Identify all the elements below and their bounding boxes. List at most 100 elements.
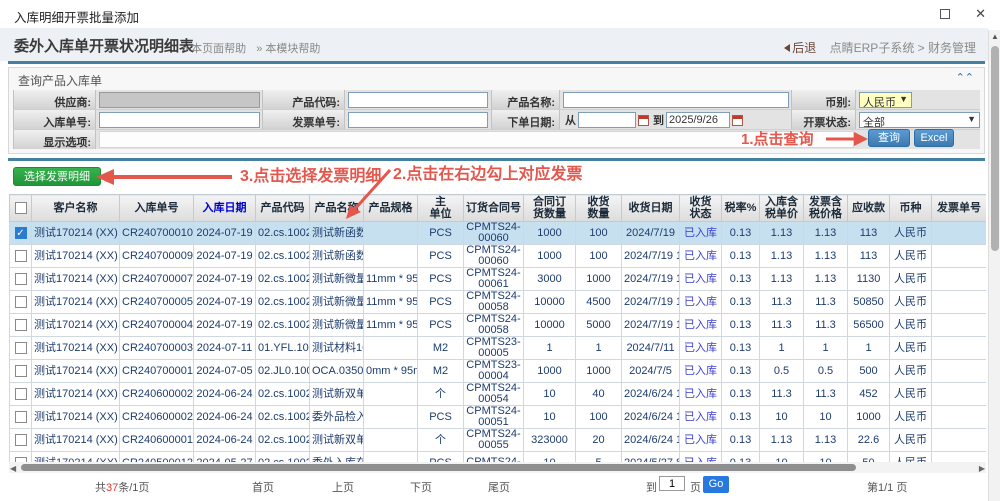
- table-cell: [363, 221, 418, 245]
- table-cell: 10: [803, 405, 848, 429]
- row-checkbox[interactable]: [14, 388, 27, 400]
- module-help-link[interactable]: » 本模块帮助: [256, 43, 321, 55]
- status-link[interactable]: 已入库: [684, 365, 717, 377]
- last-page-link[interactable]: 尾页: [488, 482, 510, 494]
- status-link[interactable]: 已入库: [684, 296, 717, 308]
- close-icon[interactable]: ✕: [975, 6, 986, 21]
- table-row[interactable]: 测试170214 (XX) CR240700009 2024-07-19 02.cs.…: [9, 244, 986, 268]
- column-header[interactable]: 发票单号: [931, 194, 986, 222]
- column-header[interactable]: 客户名称: [31, 194, 120, 222]
- column-header[interactable]: 币种: [889, 194, 932, 222]
- table-cell: 0.13: [721, 428, 760, 452]
- maximize-icon[interactable]: [940, 9, 950, 19]
- row-checkbox[interactable]: [14, 342, 27, 354]
- vertical-scrollbar-thumb[interactable]: [991, 46, 999, 251]
- table-cell: 2024/7/19 10: [621, 267, 680, 291]
- table-cell: 01.YFL.10000: [255, 336, 310, 360]
- select-all-checkbox[interactable]: [14, 202, 27, 214]
- status-link[interactable]: 已入库: [684, 411, 717, 423]
- product-name-input[interactable]: [563, 92, 789, 108]
- column-header[interactable]: 产品代码: [255, 194, 310, 222]
- column-header[interactable]: 主 单位: [417, 194, 464, 222]
- back-button[interactable]: 后退: [784, 41, 816, 55]
- status-link[interactable]: 已入库: [684, 342, 717, 354]
- invoice-status-select[interactable]: 全部 ▼: [859, 112, 980, 129]
- entry-no-input[interactable]: [99, 112, 260, 128]
- status-link[interactable]: 已入库: [684, 434, 717, 446]
- date-to-input[interactable]: 2025/9/26: [666, 112, 730, 128]
- calendar-icon[interactable]: [638, 114, 649, 126]
- table-cell: 委外品检入途: [309, 405, 364, 429]
- first-page-link[interactable]: 首页: [252, 482, 274, 494]
- table-cell: 1.13: [803, 221, 848, 245]
- scroll-up-icon[interactable]: ▲: [991, 32, 999, 41]
- page-help-link[interactable]: » 本页面帮助: [182, 43, 247, 55]
- column-header[interactable]: 产品规格: [363, 194, 418, 222]
- scroll-left-icon[interactable]: ◀: [10, 464, 17, 473]
- column-header[interactable]: 收货 数量: [575, 194, 622, 222]
- table-row[interactable]: 测试170214 (XX) CR240600001 2024-06-24 02.cs.…: [9, 428, 986, 452]
- go-button[interactable]: Go: [703, 476, 729, 493]
- collapse-panel-icon[interactable]: ⌃⌃: [955, 72, 974, 84]
- page-number-input[interactable]: [659, 476, 685, 491]
- table-row[interactable]: 测试170214 (XX) CR240700007 2024-07-19 02.cs.…: [9, 267, 986, 291]
- vertical-scrollbar[interactable]: ▲: [988, 30, 1000, 501]
- status-link[interactable]: 已入库: [684, 273, 717, 285]
- status-link[interactable]: 已入库: [684, 388, 717, 400]
- table-cell: CR240700005: [119, 290, 194, 314]
- next-page-link[interactable]: 下页: [410, 482, 432, 494]
- scroll-right-icon[interactable]: ▶: [978, 464, 985, 473]
- currency-select[interactable]: 人民币 ▼: [859, 92, 912, 109]
- excel-button[interactable]: Excel: [914, 129, 954, 147]
- column-header[interactable]: 订货合同号: [463, 194, 524, 222]
- table-row[interactable]: 测试170214 (XX) CR240700001 2024-07-05 02.JL0…: [9, 359, 986, 383]
- prev-page-link[interactable]: 上页: [332, 482, 354, 494]
- table-row[interactable]: 测试170214 (XX) CR240600002 2024-06-24 02.cs.…: [9, 405, 986, 429]
- row-checkbox[interactable]: [14, 250, 27, 262]
- column-header[interactable]: 收货日期: [621, 194, 680, 222]
- table-cell: 2024/7/11: [621, 336, 680, 360]
- product-code-input[interactable]: [348, 92, 488, 108]
- select-invoice-detail-button[interactable]: 选择发票明细: [13, 167, 101, 186]
- calendar-icon[interactable]: [732, 114, 743, 126]
- row-checkbox[interactable]: [14, 319, 27, 331]
- table-row[interactable]: 测试170214 (XX) CR240700004 2024-07-19 02.cs.…: [9, 313, 986, 337]
- table-row[interactable]: 测试170214 (XX) CR240600002 2024-06-24 02.cs.…: [9, 382, 986, 406]
- date-from-input[interactable]: [578, 112, 636, 128]
- column-header[interactable]: 产品名称: [309, 194, 364, 222]
- table-cell: CPMTS23-00004: [463, 359, 524, 383]
- column-header[interactable]: 应收款: [847, 194, 890, 222]
- status-link[interactable]: 已入库: [684, 319, 717, 331]
- table-row[interactable]: 测试170214 (XX)CR2405000122024-05-2702.cs.…: [9, 451, 986, 463]
- table-cell: 1: [523, 336, 576, 360]
- search-button[interactable]: 查询: [868, 129, 910, 147]
- column-header[interactable]: 收货 状态: [679, 194, 722, 222]
- table-cell: 已入库: [679, 290, 722, 314]
- row-checkbox[interactable]: [14, 456, 27, 462]
- column-header[interactable]: 税率%: [721, 194, 760, 222]
- row-checkbox[interactable]: [14, 296, 27, 308]
- column-header[interactable]: 合同订 货数量: [523, 194, 576, 222]
- invoice-no-input[interactable]: [348, 112, 488, 128]
- status-link[interactable]: 已入库: [684, 250, 717, 262]
- row-checkbox[interactable]: [14, 434, 27, 446]
- table-row[interactable]: ✓ 测试170214 (XX) CR240700010 2024-07-19 02.cs…: [9, 221, 986, 245]
- row-checkbox[interactable]: [14, 365, 27, 377]
- status-link[interactable]: 已入库: [684, 227, 717, 239]
- column-header[interactable]: 发票含 税价格: [803, 194, 848, 222]
- horizontal-scrollbar-thumb[interactable]: [21, 464, 856, 471]
- table-row[interactable]: 测试170214 (XX) CR240700003 2024-07-11 01.YFL…: [9, 336, 986, 360]
- column-header[interactable]: 入库日期: [193, 194, 256, 222]
- form-row: 显示选项:: [13, 130, 980, 149]
- table-row[interactable]: 测试170214 (XX) CR240700005 2024-07-19 02.cs.…: [9, 290, 986, 314]
- horizontal-scrollbar[interactable]: ◀ ▶: [9, 462, 986, 473]
- row-checkbox[interactable]: [14, 411, 27, 423]
- table-cell: 2024-07-19: [193, 267, 256, 291]
- table-cell: 452: [847, 382, 890, 406]
- column-header[interactable]: 入库单号: [119, 194, 194, 222]
- table-cell: 10: [759, 451, 804, 462]
- status-link[interactable]: 已入库: [684, 457, 717, 463]
- row-checkbox[interactable]: [14, 273, 27, 285]
- column-header[interactable]: 入库含 税单价: [759, 194, 804, 222]
- row-checkbox[interactable]: ✓: [14, 227, 27, 239]
